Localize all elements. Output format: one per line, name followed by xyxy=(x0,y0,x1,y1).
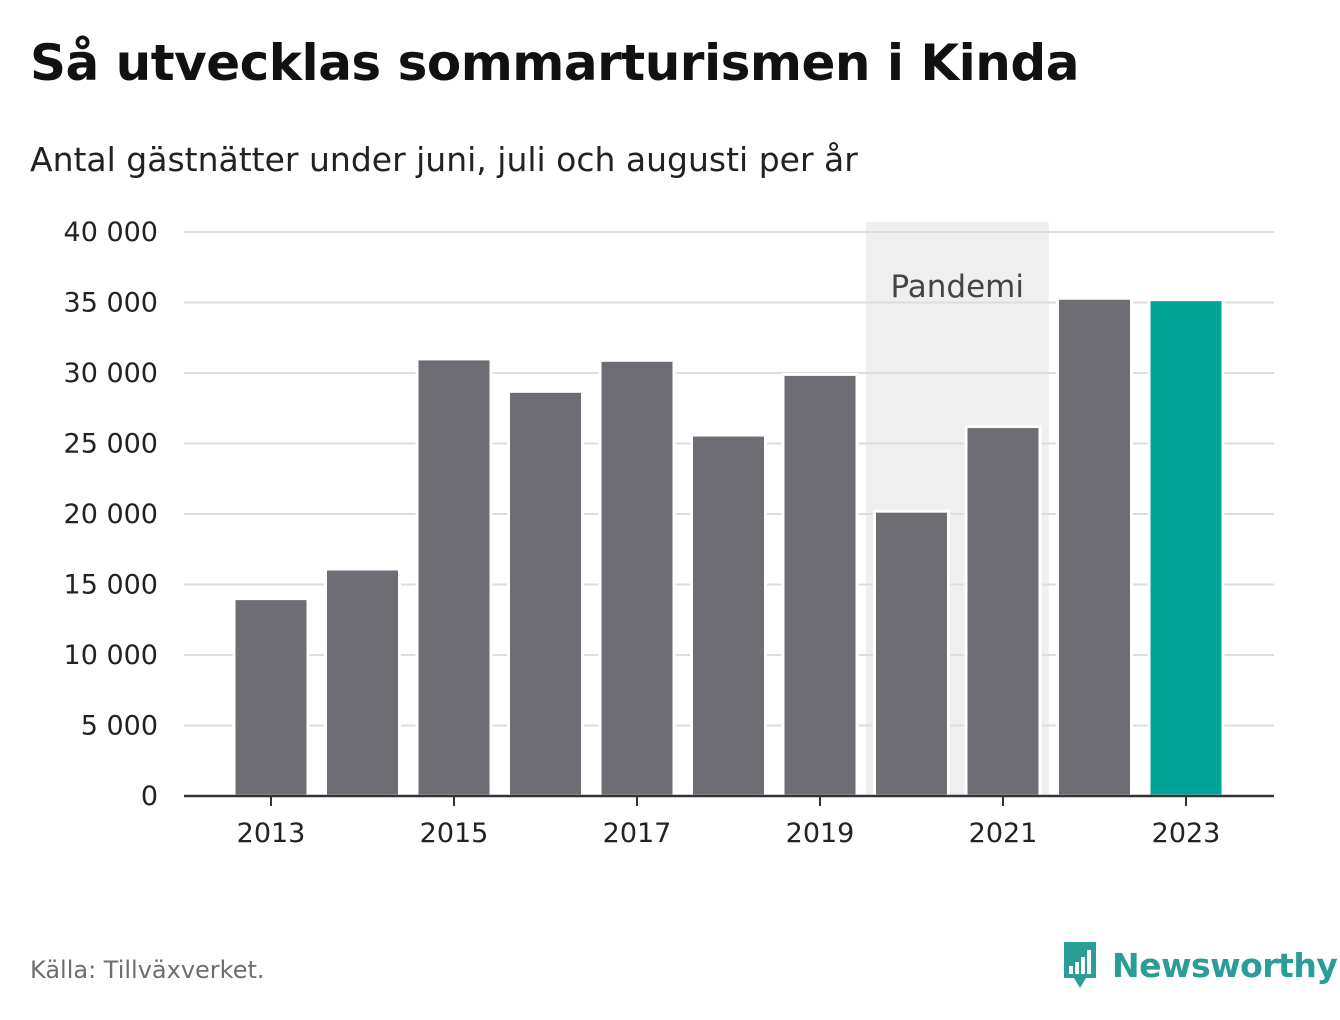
bar-2022 xyxy=(1056,296,1133,798)
y-tick-label: 30 000 xyxy=(64,358,158,389)
bar-2019 xyxy=(781,372,859,798)
x-tick-label: 2015 xyxy=(420,818,489,849)
y-tick-label: 5 000 xyxy=(81,711,158,742)
brand-logo: Newsworthy xyxy=(1060,938,1338,992)
x-tick-label: 2017 xyxy=(603,818,672,849)
y-tick-label: 40 000 xyxy=(64,217,158,248)
bar-2023 xyxy=(1147,298,1225,798)
y-tick-label: 25 000 xyxy=(64,429,158,460)
bar-2016 xyxy=(507,389,584,798)
x-tick-label: 2013 xyxy=(237,818,306,849)
y-tick-label: 20 000 xyxy=(64,499,158,530)
bar-2014 xyxy=(324,567,401,798)
y-tick-label: 35 000 xyxy=(64,288,158,319)
axes: 0 5 000 10 000 15 000 20 000 25 000 30 000 35 0… xyxy=(64,217,1274,849)
x-tick-label: 2023 xyxy=(1152,818,1221,849)
bar-2018 xyxy=(690,433,767,798)
newsworthy-chart-bubble-icon xyxy=(1064,942,1096,988)
x-tick-label: 2021 xyxy=(969,818,1038,849)
bar-2015 xyxy=(415,357,493,798)
y-tick-label: 15 000 xyxy=(64,570,158,601)
bars xyxy=(232,296,1225,798)
bar-chart: Pandemi 0 5 000 10 000 15 000 20 000 25 000 30… xyxy=(64,217,1274,849)
brand-name: Newsworthy xyxy=(1112,945,1338,985)
source-note: Källa: Tillväxverket. xyxy=(30,956,265,984)
bar-2021 xyxy=(964,425,1042,798)
x-tick-label: 2019 xyxy=(786,818,855,849)
y-tick-label: 10 000 xyxy=(64,640,158,671)
pandemic-label: Pandemi xyxy=(890,269,1024,305)
chart-title: Så utvecklas sommarturismen i Kinda xyxy=(30,34,1079,92)
bar-2020 xyxy=(873,509,950,798)
bar-2017 xyxy=(598,358,676,798)
chart-subtitle: Antal gästnätter under juni, juli och au… xyxy=(30,140,858,179)
y-tick-label: 0 xyxy=(141,781,158,812)
bar-2013 xyxy=(232,597,310,798)
